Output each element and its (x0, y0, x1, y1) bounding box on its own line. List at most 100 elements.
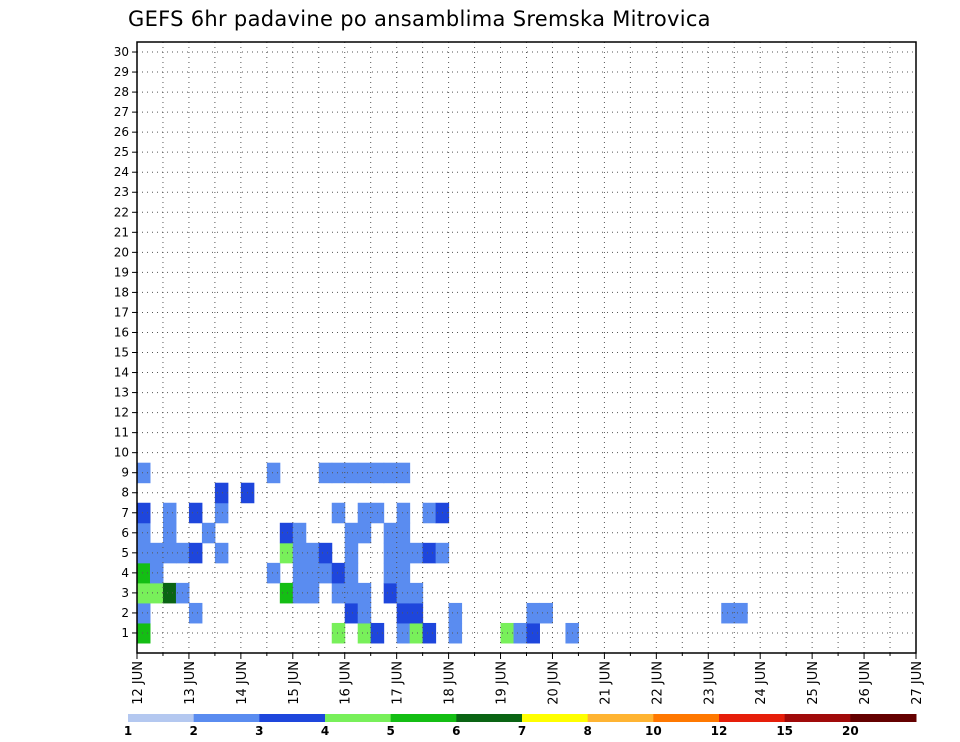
x-tick-label: 17 JUN (391, 661, 406, 705)
y-tick-label: 25 (114, 145, 129, 159)
heatmap-cell (344, 542, 359, 564)
heatmap-cell (734, 602, 748, 624)
heatmap-cell (383, 462, 398, 484)
y-tick-label: 26 (114, 125, 129, 139)
heatmap-cell (396, 502, 411, 524)
heatmap-cell (137, 542, 151, 564)
x-tick-label: 25 JUN (806, 661, 821, 705)
heatmap-cell (396, 462, 411, 484)
x-tick-label: 26 JUN (858, 661, 873, 705)
heatmap-cell (422, 502, 437, 524)
y-tick-label: 23 (114, 185, 129, 199)
heatmap-cell (331, 562, 346, 584)
y-tick-label: 2 (121, 606, 129, 620)
heatmap-cell (448, 622, 463, 644)
legend-label: 20 (842, 724, 859, 738)
heatmap-cell (383, 562, 398, 584)
heatmap-cell (292, 582, 307, 604)
heatmap-cell (331, 502, 346, 524)
heatmap-cell (526, 622, 540, 644)
heatmap-cell (279, 582, 294, 604)
heatmap-cell (318, 462, 333, 484)
legend-label: 12 (711, 724, 728, 738)
y-tick-label: 19 (114, 265, 129, 279)
heatmap-cell (188, 602, 203, 624)
heatmap-cell (344, 522, 359, 544)
heatmap-cell (331, 462, 346, 484)
chart-title: GEFS 6hr padavine po ansamblima Sremska … (128, 7, 711, 31)
y-tick-label: 6 (121, 526, 129, 540)
heatmap-cell (409, 602, 424, 624)
heatmap-cell (422, 542, 437, 564)
heatmap-cell (137, 582, 151, 604)
x-tick-label: 24 JUN (754, 661, 769, 705)
y-tick-label: 14 (114, 366, 129, 380)
y-tick-label: 9 (121, 466, 129, 480)
heatmap-cell (214, 542, 229, 564)
heatmap-cell (279, 522, 294, 544)
y-tick-label: 12 (114, 406, 129, 420)
heatmap-cell (396, 562, 411, 584)
y-axis: 1234567891011121314151617181920212223242… (114, 45, 137, 640)
legend-swatch (390, 714, 457, 722)
legend-swatch (325, 714, 392, 722)
x-axis: 12 JUN 13 JUN 14 JUN 15 JUN 16 JUN 17 JUN 18 J… (131, 653, 925, 705)
y-tick-label: 4 (121, 566, 129, 580)
x-tick-label: 14 JUN (235, 661, 250, 705)
legend-label: 2 (189, 724, 197, 738)
heatmap-cell (318, 562, 333, 584)
legend-swatch (653, 714, 720, 722)
y-tick-label: 17 (114, 305, 129, 319)
legend-label: 1 (124, 724, 132, 738)
heatmap-cell (396, 622, 411, 644)
heatmap-cell (357, 602, 372, 624)
heatmap-cell (292, 542, 307, 564)
heatmap-cell (162, 582, 177, 604)
heatmap-cell (396, 582, 411, 604)
heatmap-cell (149, 562, 164, 584)
heatmap-cell (357, 622, 372, 644)
x-tick-label: 19 JUN (495, 661, 510, 705)
legend-label: 15 (776, 724, 793, 738)
x-tick-label: 27 JUN (910, 661, 925, 705)
y-tick-label: 22 (114, 205, 129, 219)
heatmap-cell (292, 522, 307, 544)
y-tick-label: 1 (121, 626, 129, 640)
legend-swatch (259, 714, 326, 722)
heatmap-cell (331, 622, 346, 644)
heatmap-cell (137, 502, 151, 524)
heatmap-cell (344, 582, 359, 604)
heatmap-cell (422, 622, 437, 644)
x-tick-label: 22 JUN (650, 661, 665, 705)
y-tick-label: 27 (114, 105, 129, 119)
legend-label: 8 (583, 724, 591, 738)
y-tick-label: 20 (114, 245, 129, 259)
y-tick-label: 15 (114, 346, 129, 360)
x-tick-label: 20 JUN (546, 661, 561, 705)
heatmap-cell (357, 462, 372, 484)
heatmap-cell (266, 562, 281, 584)
y-tick-label: 8 (121, 486, 129, 500)
heatmap-cell (344, 562, 359, 584)
heatmap-cell (357, 502, 372, 524)
heatmap-cell (344, 462, 359, 484)
heatmap-cell (292, 562, 307, 584)
heatmap-cell (137, 462, 151, 484)
heatmap-cell (383, 582, 398, 604)
legend-label: 10 (645, 724, 662, 738)
heatmap-cell (526, 602, 540, 624)
heatmap-cell (344, 602, 359, 624)
x-tick-label: 13 JUN (183, 661, 198, 705)
heatmap-cell (137, 622, 151, 644)
legend-swatch (128, 714, 195, 722)
y-tick-label: 16 (114, 325, 129, 339)
y-tick-label: 29 (114, 65, 129, 79)
heatmap-cell (409, 622, 424, 644)
legend-label: 7 (518, 724, 526, 738)
y-tick-label: 18 (114, 285, 129, 299)
heatmap-cell (214, 482, 229, 504)
y-tick-label: 21 (114, 225, 129, 239)
heatmap-cell (357, 582, 372, 604)
heatmap-cell (383, 542, 398, 564)
